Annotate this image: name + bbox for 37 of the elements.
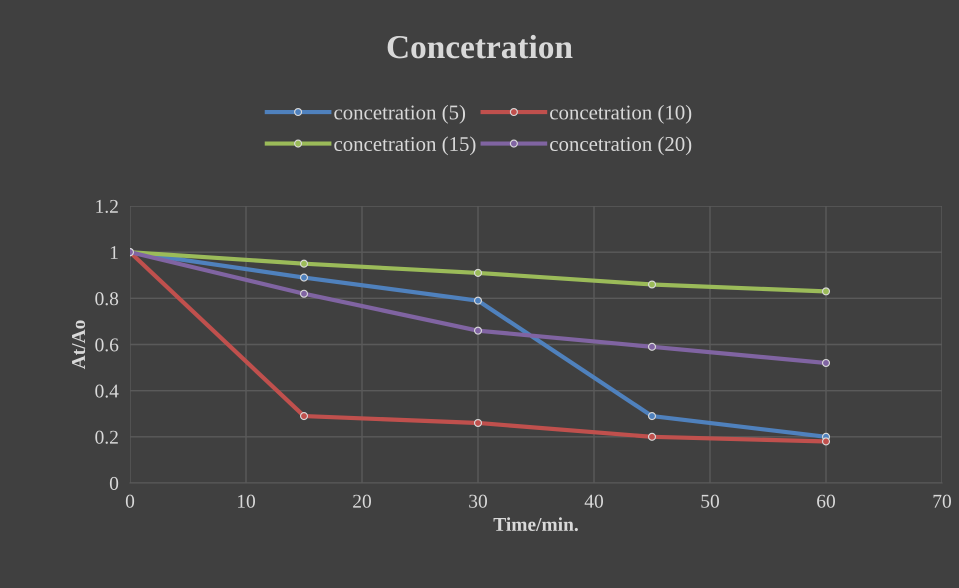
x-tick-label: 0 [126,494,134,508]
y-tick-label: 0.4 [95,384,119,398]
point [822,437,830,446]
y-tick-label: 0 [110,476,118,490]
point [300,412,308,420]
y-axis-title: At/Ao [72,320,86,370]
point [648,280,656,289]
x-axis-title: Time/min. [494,517,578,532]
point [648,432,656,441]
y-tick-label: 1.2 [96,200,118,214]
point [648,412,656,420]
y-tick-label: 0.8 [95,292,118,306]
x-tick-label: 60 [817,494,835,508]
x-tick-label: 10 [238,494,255,508]
legend-label: concetration (15) [334,136,476,156]
x-tick-label: 30 [469,494,487,508]
y-tick-label: 0.6 [95,338,118,352]
legend-label: concetration (20) [550,136,692,156]
legend-label: concetration (5) [334,104,466,124]
point [300,260,308,268]
point [300,290,308,298]
point [648,342,656,351]
y-tick-label: 1 [110,246,118,259]
chart-title: Concetration [388,34,572,58]
x-tick-label: 40 [584,494,603,508]
point [474,296,482,305]
x-tick-label: 20 [353,494,371,508]
legend-label: concetration (10) [550,104,692,124]
x-tick-label: 50 [701,494,719,508]
point [474,418,482,428]
point [474,326,482,335]
x-tick-label: 70 [934,494,951,508]
point [474,268,482,277]
point [822,287,830,296]
point [822,358,830,367]
point [300,274,308,282]
y-tick-label: 0.2 [95,430,118,444]
